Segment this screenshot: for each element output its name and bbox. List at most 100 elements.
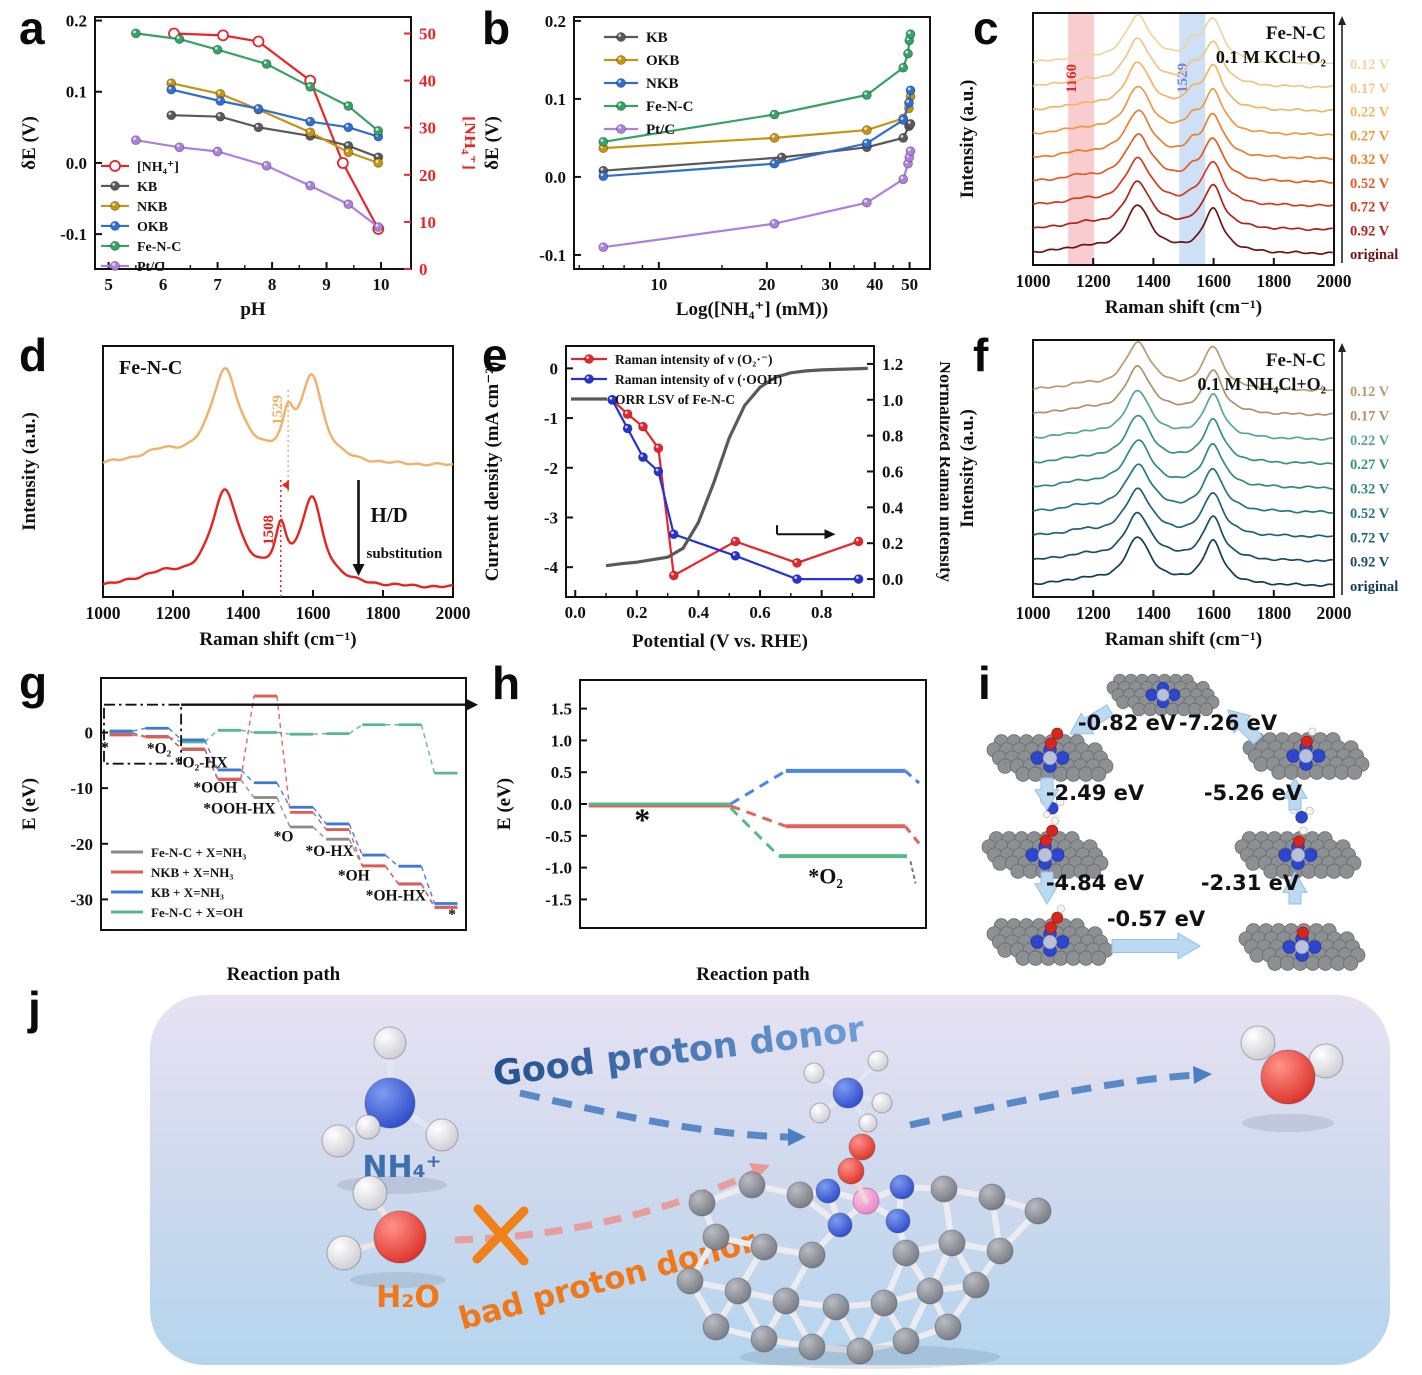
panel-g-label: g bbox=[19, 657, 48, 709]
svg-text:NKB: NKB bbox=[646, 76, 679, 92]
svg-text:0.17 V: 0.17 V bbox=[1350, 408, 1390, 424]
svg-text:δE (V): δE (V) bbox=[19, 116, 40, 170]
svg-text:1800: 1800 bbox=[1256, 271, 1291, 291]
svg-text:Raman intensity of ν (·OOH): Raman intensity of ν (·OOH) bbox=[615, 372, 782, 387]
svg-text:Intensity (a.u.): Intensity (a.u.) bbox=[19, 412, 40, 531]
panel-c-chart: 1160 1529 0.12 V 0.17 V 0.22 V 0.27 V 0.32 V 0.… bbox=[957, 12, 1398, 318]
svg-text:0.1 M KCl+O₂: 0.1 M KCl+O₂ bbox=[1216, 47, 1326, 67]
svg-text:8: 8 bbox=[268, 275, 277, 294]
svg-text:1.2: 1.2 bbox=[882, 355, 903, 374]
svg-text:KB: KB bbox=[646, 30, 668, 46]
svg-text:0.1: 0.1 bbox=[66, 83, 87, 102]
panel-c: c 1160 1529 0.12 V 0.17 V 0.22 V 0.27 V 0.32 V… bbox=[955, 3, 1422, 323]
panel-f: f 0.12 V 0.17 V 0.22 V 0.27 V 0.32 V 0.52 V 0.… bbox=[955, 330, 1422, 655]
svg-text:1.0: 1.0 bbox=[551, 731, 572, 750]
svg-text:H/D: H/D bbox=[371, 503, 408, 527]
svg-text:1529: 1529 bbox=[270, 395, 286, 425]
svg-text:0.2: 0.2 bbox=[545, 12, 566, 31]
svg-text:1000: 1000 bbox=[86, 603, 121, 623]
svg-text:1600: 1600 bbox=[1196, 603, 1231, 623]
svg-text:0.32 V: 0.32 V bbox=[1350, 482, 1390, 498]
svg-text:0.2: 0.2 bbox=[882, 534, 903, 553]
svg-text:1400: 1400 bbox=[1136, 271, 1171, 291]
svg-text:original: original bbox=[1350, 579, 1398, 595]
svg-text:1800: 1800 bbox=[1256, 603, 1291, 623]
svg-text:1.0: 1.0 bbox=[882, 391, 903, 410]
svg-text:1200: 1200 bbox=[1076, 603, 1111, 623]
svg-text:0.32 V: 0.32 V bbox=[1350, 152, 1390, 168]
svg-text:0.1: 0.1 bbox=[545, 90, 566, 109]
svg-text:Fe-N-C: Fe-N-C bbox=[1266, 350, 1326, 371]
svg-text:40: 40 bbox=[419, 72, 436, 91]
panel-b-label: b bbox=[482, 2, 511, 54]
panel-a-label: a bbox=[19, 2, 45, 54]
svg-text:30: 30 bbox=[822, 275, 839, 294]
svg-text:*O₂: *O₂ bbox=[808, 863, 843, 888]
svg-text:*: * bbox=[634, 802, 650, 838]
panel-d-label: d bbox=[19, 329, 48, 381]
svg-text:OKB: OKB bbox=[137, 220, 168, 235]
svg-text:0.4: 0.4 bbox=[688, 603, 710, 622]
svg-text:Reaction path: Reaction path bbox=[227, 964, 341, 985]
svg-text:1600: 1600 bbox=[296, 603, 331, 623]
svg-text:2000: 2000 bbox=[436, 603, 471, 623]
svg-text:1400: 1400 bbox=[226, 603, 261, 623]
panel-h-label: h bbox=[492, 657, 521, 709]
svg-text:-0.1: -0.1 bbox=[539, 246, 566, 265]
svg-text:0.27 V: 0.27 V bbox=[1350, 457, 1390, 473]
svg-text:*OOH: *OOH bbox=[193, 780, 237, 797]
svg-text:5: 5 bbox=[104, 275, 113, 294]
svg-text:*OOH-HX: *OOH-HX bbox=[203, 801, 276, 818]
svg-text:Raman shift (cm⁻¹): Raman shift (cm⁻¹) bbox=[1105, 629, 1262, 650]
panel-b-chart: 10 20 30 40 50 0.2 0.1 0.0 -0.1 Log([NH₄⁺] (mM)) δ… bbox=[482, 12, 931, 320]
svg-text:30: 30 bbox=[419, 119, 436, 138]
svg-text:6: 6 bbox=[159, 275, 168, 294]
svg-text:0.5: 0.5 bbox=[551, 763, 572, 782]
svg-text:0.92 V: 0.92 V bbox=[1350, 555, 1390, 571]
svg-text:*O-HX: *O-HX bbox=[306, 843, 355, 860]
svg-text:1000: 1000 bbox=[1016, 603, 1051, 623]
svg-text:Fe-N-C: Fe-N-C bbox=[646, 99, 693, 115]
panel-j-label: j bbox=[28, 982, 41, 1034]
svg-text:1000: 1000 bbox=[1016, 271, 1051, 291]
svg-text:Pt/C: Pt/C bbox=[137, 260, 164, 275]
svg-text:-0.1: -0.1 bbox=[60, 225, 87, 244]
svg-text:0.1 M NH₄Cl+O₂: 0.1 M NH₄Cl+O₂ bbox=[1197, 374, 1326, 394]
svg-text:0.27 V: 0.27 V bbox=[1350, 128, 1390, 144]
svg-text:7: 7 bbox=[213, 275, 222, 294]
panel-i: i -0.82 eV -2.49 eV -4.84 eV -0.57 eV -2.31 … bbox=[950, 650, 1422, 990]
svg-text:*: * bbox=[101, 740, 109, 757]
panel-a-chart: 5 6 7 8 9 10 0.2 0.1 0.0 -0.1 0 10 20 30 40 50 pH δE (V) [… bbox=[19, 12, 475, 320]
svg-text:*OH-HX: *OH-HX bbox=[366, 888, 427, 905]
svg-text:0.22 V: 0.22 V bbox=[1350, 105, 1390, 121]
svg-text:50: 50 bbox=[901, 275, 918, 294]
svg-text:-30: -30 bbox=[70, 890, 93, 909]
svg-text:*O: *O bbox=[274, 829, 294, 846]
svg-text:0.6: 0.6 bbox=[749, 603, 770, 622]
svg-text:Fe-N-C: Fe-N-C bbox=[119, 357, 182, 379]
svg-text:-2: -2 bbox=[544, 459, 558, 478]
svg-text:0.0: 0.0 bbox=[551, 795, 572, 814]
svg-text:*O₂-HX: *O₂-HX bbox=[175, 755, 229, 772]
svg-text:10: 10 bbox=[373, 275, 390, 294]
panel-h: h 1.5 1.0 0.5 0.0 -0.5 -1.0 -1.5 * *O₂ Reaction p… bbox=[488, 658, 950, 988]
svg-text:10: 10 bbox=[650, 275, 667, 294]
svg-text:*: * bbox=[448, 906, 456, 923]
svg-text:1800: 1800 bbox=[366, 603, 401, 623]
svg-text:0.12 V: 0.12 V bbox=[1350, 57, 1390, 73]
svg-text:E (eV): E (eV) bbox=[19, 778, 40, 830]
svg-text:0.0: 0.0 bbox=[565, 603, 586, 622]
svg-text:20: 20 bbox=[419, 166, 436, 185]
svg-text:[NH₄⁺]: [NH₄⁺] bbox=[137, 160, 179, 175]
svg-text:NKB + X=NH₃: NKB + X=NH₃ bbox=[151, 865, 233, 880]
svg-text:0.92 V: 0.92 V bbox=[1350, 223, 1390, 239]
svg-text:0.8: 0.8 bbox=[882, 427, 903, 446]
panel-f-label: f bbox=[973, 329, 989, 381]
panel-c-label: c bbox=[973, 2, 999, 54]
svg-text:-0.57 eV: -0.57 eV bbox=[1107, 907, 1206, 931]
svg-text:-4.84 eV: -4.84 eV bbox=[1046, 871, 1145, 895]
svg-text:1200: 1200 bbox=[1076, 271, 1111, 291]
panel-d-chart: 1529 1508 H/D substitution Fe-N-C 1000 1200 140… bbox=[19, 345, 471, 650]
